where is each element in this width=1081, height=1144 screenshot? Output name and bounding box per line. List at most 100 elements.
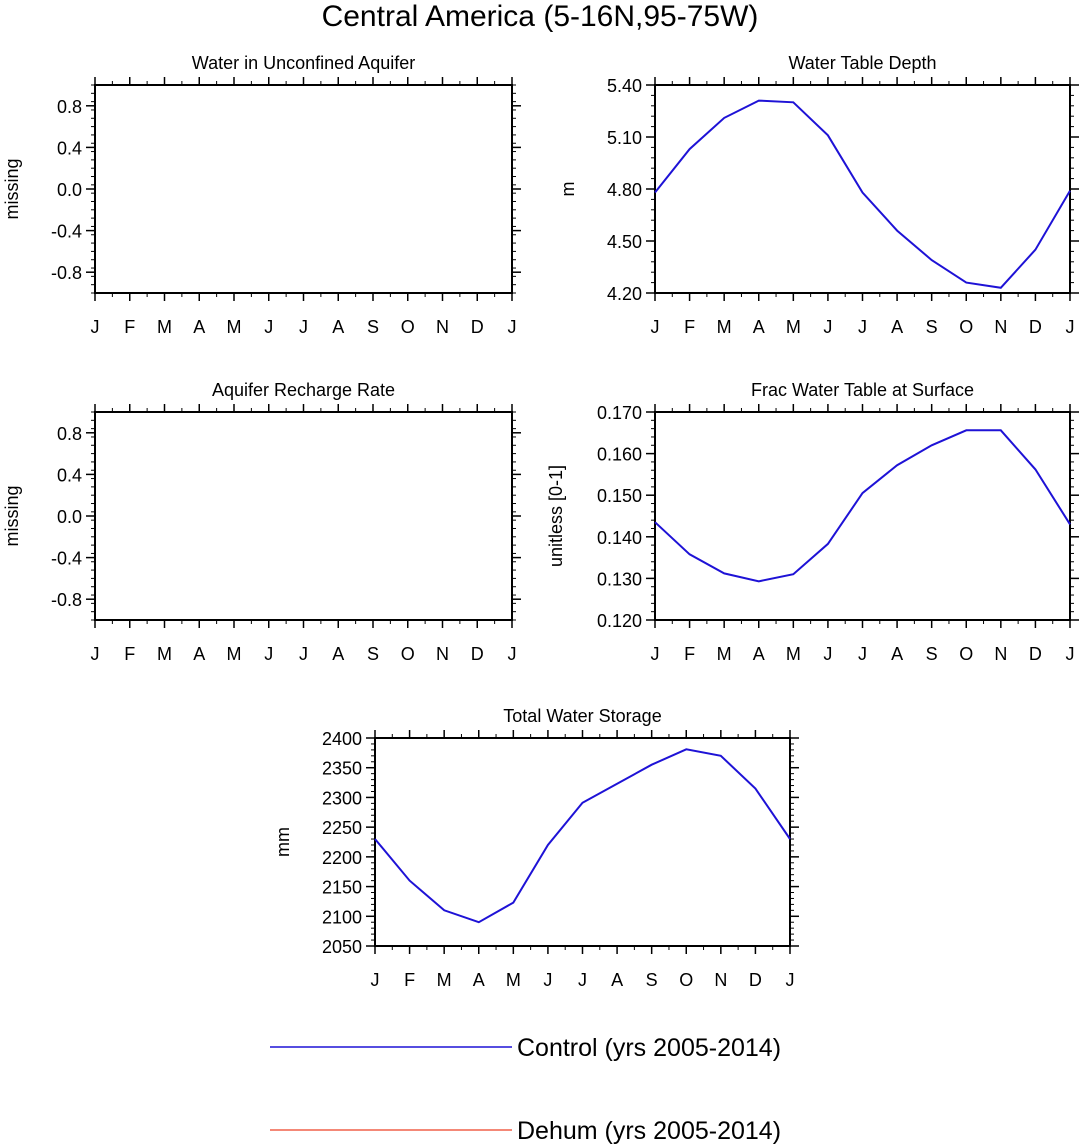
plot-frame — [374, 737, 791, 947]
x-tick-label: A — [753, 317, 765, 337]
x-tick-label: J — [264, 317, 273, 337]
x-tick-label: A — [332, 317, 344, 337]
x-tick-label: A — [193, 644, 205, 664]
x-tick-label: A — [193, 317, 205, 337]
panel-title: Total Water Storage — [503, 706, 661, 726]
x-tick-label: S — [926, 644, 938, 664]
y-tick-label: 0.8 — [57, 97, 82, 117]
x-tick-label: J — [264, 644, 273, 664]
x-tick-label: A — [753, 644, 765, 664]
x-tick-label: F — [404, 970, 415, 990]
y-axis-label: missing — [2, 158, 22, 219]
x-tick-label: A — [891, 644, 903, 664]
plot-frame — [654, 411, 1071, 621]
x-tick-label: M — [717, 317, 732, 337]
x-tick-label: O — [679, 970, 693, 990]
x-tick-label: N — [436, 317, 449, 337]
y-tick-label: 0.130 — [597, 569, 642, 589]
panel-title: Water in Unconfined Aquifer — [192, 53, 415, 73]
y-tick-label: 2300 — [322, 788, 362, 808]
plot-frame — [94, 411, 513, 621]
x-tick-label: D — [749, 970, 762, 990]
plot-frame — [94, 84, 513, 294]
x-tick-label: S — [646, 970, 658, 990]
y-tick-label: 5.40 — [607, 76, 642, 96]
x-tick-label: M — [437, 970, 452, 990]
x-tick-label: J — [578, 970, 587, 990]
x-tick-label: A — [891, 317, 903, 337]
x-tick-label: F — [124, 644, 135, 664]
panel-frac-water-table: Frac Water Table at Surface unitless [0-1… — [546, 380, 1079, 664]
x-tick-label: N — [994, 317, 1007, 337]
x-tick-label: S — [926, 317, 938, 337]
series-line-control — [374, 748, 791, 924]
y-tick-label: 0.8 — [57, 424, 82, 444]
x-tick-label: M — [157, 644, 172, 664]
y-tick-label: -0.8 — [51, 263, 82, 283]
y-tick-label: 0.0 — [57, 507, 82, 527]
x-tick-label: M — [227, 317, 242, 337]
x-tick-label: J — [91, 644, 100, 664]
legend-label-control: Control (yrs 2005-2014) — [517, 1034, 781, 1062]
legend: Control (yrs 2005-2014) Dehum (yrs 2005-… — [270, 1034, 781, 1144]
x-tick-label: J — [858, 644, 867, 664]
x-tick-label: J — [91, 317, 100, 337]
x-tick-label: M — [786, 644, 801, 664]
y-axis-label: missing — [2, 485, 22, 546]
x-tick-label: M — [157, 317, 172, 337]
y-tick-label: 4.20 — [607, 284, 642, 304]
x-tick-label: F — [684, 644, 695, 664]
x-tick-label: D — [471, 644, 484, 664]
y-tick-label: -0.4 — [51, 222, 82, 242]
x-tick-label: J — [823, 317, 832, 337]
x-tick-label: F — [124, 317, 135, 337]
y-tick-label: 2200 — [322, 848, 362, 868]
legend-label-dehum: Dehum (yrs 2005-2014) — [517, 1117, 781, 1144]
x-tick-label: O — [959, 644, 973, 664]
y-tick-label: 4.80 — [607, 180, 642, 200]
y-tick-label: 2400 — [322, 729, 362, 749]
x-tick-label: A — [332, 644, 344, 664]
x-tick-label: N — [436, 644, 449, 664]
x-tick-label: M — [506, 970, 521, 990]
x-tick-label: D — [1029, 317, 1042, 337]
x-tick-label: J — [508, 317, 517, 337]
y-tick-label: 0.170 — [597, 403, 642, 423]
series-line-control — [654, 99, 1071, 289]
y-tick-label: 5.10 — [607, 128, 642, 148]
x-tick-label: O — [959, 317, 973, 337]
panel-title: Frac Water Table at Surface — [751, 380, 974, 400]
x-tick-label: F — [684, 317, 695, 337]
x-tick-label: J — [543, 970, 552, 990]
x-tick-label: J — [299, 317, 308, 337]
x-tick-label: N — [994, 644, 1007, 664]
x-tick-label: J — [651, 644, 660, 664]
y-tick-label: 0.150 — [597, 486, 642, 506]
x-tick-label: O — [401, 317, 415, 337]
y-axis-label: unitless [0-1] — [546, 465, 566, 567]
x-tick-label: N — [714, 970, 727, 990]
y-tick-label: 0.120 — [597, 611, 642, 631]
x-tick-label: O — [401, 644, 415, 664]
y-tick-label: 0.4 — [57, 465, 82, 485]
y-axis-label: mm — [273, 827, 293, 857]
y-tick-label: 2250 — [322, 818, 362, 838]
x-tick-label: J — [299, 644, 308, 664]
panel-water-table-depth: Water Table Depth m J F M A M J J A S O N D J 5.40 5.10 4… — [558, 53, 1079, 337]
x-tick-label: M — [786, 317, 801, 337]
y-tick-label: -0.8 — [51, 590, 82, 610]
x-tick-label: D — [1029, 644, 1042, 664]
x-tick-label: J — [371, 970, 380, 990]
panel-title: Water Table Depth — [788, 53, 936, 73]
x-tick-label: J — [858, 317, 867, 337]
x-tick-label: S — [367, 644, 379, 664]
y-tick-label: 0.0 — [57, 180, 82, 200]
panel-aquifer-water: Water in Unconfined Aquifer missing J F M A M J… — [2, 53, 521, 337]
x-tick-label: J — [651, 317, 660, 337]
x-tick-label: A — [473, 970, 485, 990]
series-line-control — [654, 429, 1071, 583]
y-tick-label: 0.4 — [57, 138, 82, 158]
x-tick-label: D — [471, 317, 484, 337]
y-tick-label: 4.50 — [607, 232, 642, 252]
